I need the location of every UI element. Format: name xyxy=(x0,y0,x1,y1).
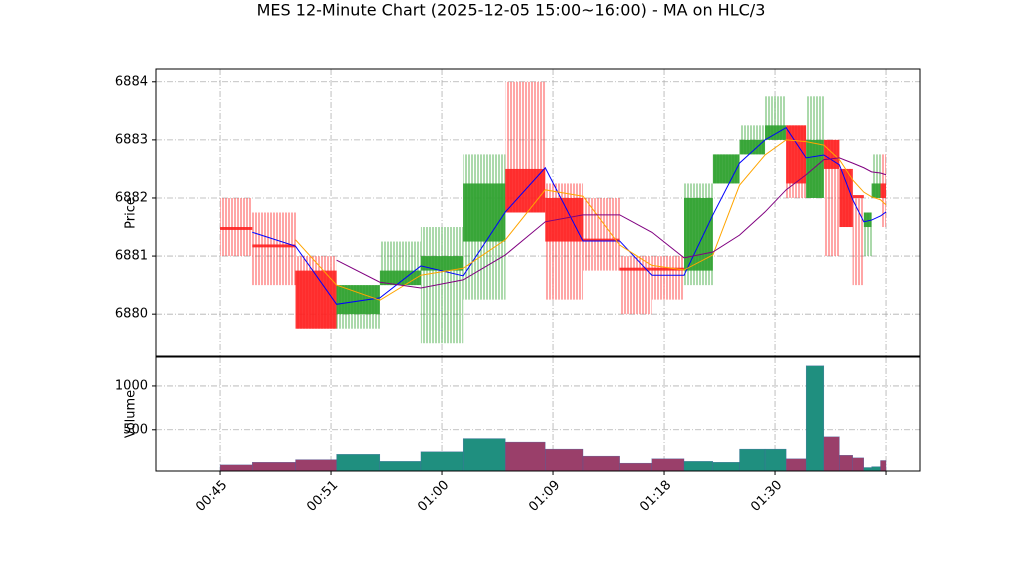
x-tick-label: 00:45 xyxy=(193,478,230,515)
volume-bar xyxy=(295,459,337,472)
candle-wick xyxy=(871,154,881,198)
y-tick-label: 6884 xyxy=(115,74,148,89)
candle-body xyxy=(651,267,685,271)
candle-wick xyxy=(252,212,296,286)
candle-wick xyxy=(583,197,620,271)
x-tick-label: 01:00 xyxy=(415,478,452,515)
ma-line xyxy=(252,127,887,305)
volume-bar xyxy=(823,436,840,472)
candle-wick xyxy=(651,256,685,300)
x-tick-label: 01:09 xyxy=(526,478,563,515)
x-tick-label: 01:30 xyxy=(748,478,785,515)
candle-body xyxy=(823,139,840,169)
candle-body xyxy=(252,244,296,248)
volume-bar xyxy=(252,462,296,472)
chart-title: MES 12-Minute Chart (2025-12-05 15:00~16… xyxy=(257,1,766,20)
volume-bar xyxy=(505,441,546,472)
volume-bar xyxy=(863,467,872,472)
candle-wick xyxy=(863,212,872,257)
candle-body xyxy=(220,227,253,230)
volume-bar xyxy=(764,448,787,472)
volume-bar xyxy=(420,451,464,472)
y-tick-label: 500 xyxy=(123,422,148,437)
volume-bar xyxy=(805,365,825,472)
volume-bar xyxy=(545,448,584,472)
candle-body xyxy=(786,125,807,184)
price-frame xyxy=(155,68,921,357)
volume-bar xyxy=(619,462,652,472)
candle-body xyxy=(852,195,864,198)
y-tick-label: 1000 xyxy=(115,378,148,393)
candle-wick xyxy=(619,256,652,315)
candle-body xyxy=(765,125,787,140)
candle-body xyxy=(712,154,740,184)
volume-bar xyxy=(683,461,714,472)
volume-bar xyxy=(379,461,422,472)
volume-bar xyxy=(712,462,740,472)
volume-bar xyxy=(880,460,887,472)
y-tick-label: 6882 xyxy=(115,190,148,205)
candle-body xyxy=(739,139,766,155)
y-axis-label: Price xyxy=(124,197,139,229)
volume-axis-label: Volume xyxy=(124,390,139,438)
candle-body xyxy=(880,183,887,198)
volume-bar xyxy=(785,458,807,472)
candle-body xyxy=(583,238,620,242)
x-tick-label: 01:18 xyxy=(637,478,674,515)
candle-wick xyxy=(852,197,864,286)
volume-bar xyxy=(462,438,506,472)
candle-body xyxy=(839,168,853,228)
candle-body xyxy=(619,267,652,271)
candle-body xyxy=(463,183,506,242)
y-tick-label: 6880 xyxy=(115,307,148,322)
y-tick-label: 6881 xyxy=(115,249,148,264)
candle-body xyxy=(806,139,824,198)
volume-bar xyxy=(336,454,381,472)
candle-body xyxy=(684,197,713,271)
volume-bar xyxy=(839,455,853,472)
candle-body xyxy=(863,212,872,228)
x-tick-label: 00:51 xyxy=(304,478,341,515)
volume-bar xyxy=(219,464,253,472)
volume-bar xyxy=(852,457,864,472)
volume-bar xyxy=(871,466,881,472)
ma-line xyxy=(336,157,887,289)
candle-body xyxy=(871,183,881,198)
volume-bar xyxy=(582,455,620,472)
candle-body xyxy=(420,256,464,271)
y-tick-label: 6883 xyxy=(115,132,148,147)
candle-body xyxy=(336,285,380,315)
candle-wick xyxy=(420,227,464,344)
volume-bar xyxy=(651,458,685,472)
candle-body xyxy=(295,270,337,329)
volume-bar xyxy=(739,448,766,472)
volume-frame xyxy=(155,356,921,472)
ma-line xyxy=(295,139,887,301)
